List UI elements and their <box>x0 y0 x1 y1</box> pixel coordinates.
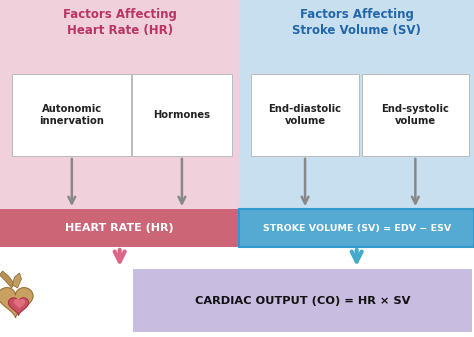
Text: Autonomic
innervation: Autonomic innervation <box>39 104 104 126</box>
Polygon shape <box>0 271 15 288</box>
Text: STROKE VOLUME (SV) = EDV − ESV: STROKE VOLUME (SV) = EDV − ESV <box>263 223 451 233</box>
Polygon shape <box>9 298 28 315</box>
Text: CARDIAC OUTPUT (CO) = HR × SV: CARDIAC OUTPUT (CO) = HR × SV <box>195 296 410 306</box>
Text: HEART RATE (HR): HEART RATE (HR) <box>65 223 174 233</box>
Polygon shape <box>0 288 33 317</box>
Text: Hormones: Hormones <box>154 110 210 120</box>
Polygon shape <box>15 299 25 308</box>
Text: End-systolic
volume: End-systolic volume <box>382 104 449 126</box>
FancyBboxPatch shape <box>132 74 232 156</box>
FancyBboxPatch shape <box>133 269 472 332</box>
Polygon shape <box>12 273 21 288</box>
FancyBboxPatch shape <box>239 0 474 209</box>
FancyBboxPatch shape <box>0 0 239 209</box>
Text: End-diastolic
volume: End-diastolic volume <box>269 104 342 126</box>
Text: Factors Affecting
Heart Rate (HR): Factors Affecting Heart Rate (HR) <box>63 8 177 36</box>
FancyBboxPatch shape <box>0 209 239 247</box>
FancyBboxPatch shape <box>239 209 474 247</box>
FancyBboxPatch shape <box>251 74 359 156</box>
FancyBboxPatch shape <box>12 74 131 156</box>
Text: Factors Affecting
Stroke Volume (SV): Factors Affecting Stroke Volume (SV) <box>292 8 421 36</box>
FancyBboxPatch shape <box>362 74 469 156</box>
